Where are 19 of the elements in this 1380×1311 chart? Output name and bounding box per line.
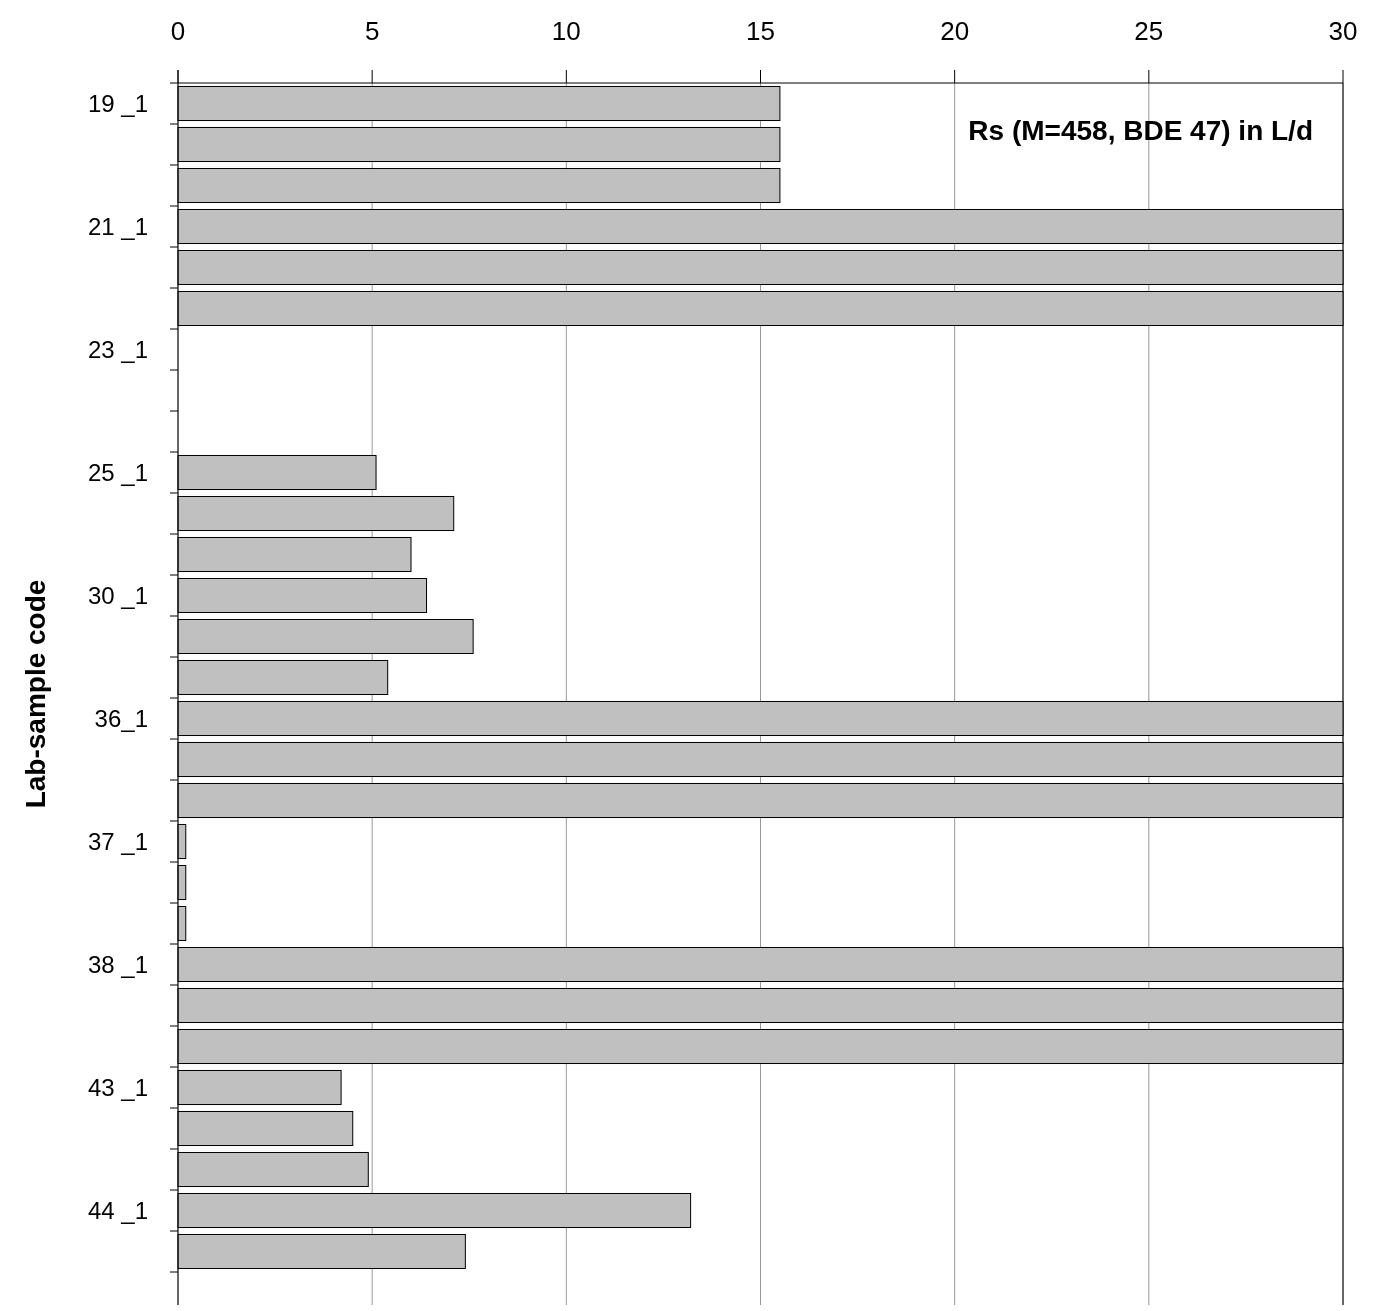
y-tick-label: 38 _1 — [87, 950, 148, 978]
y-tick-label: 37 _1 — [87, 827, 148, 855]
y-tick-label: 19 _1 — [87, 89, 148, 117]
y-tick-label: 21 _1 — [87, 212, 148, 240]
y-tick-label: 30 _1 — [87, 581, 148, 609]
text: Rs (M=458, BDE 47) in L/d — [968, 115, 1313, 146]
x-tick-label: 25 — [1134, 16, 1164, 46]
y-tick-label: 23 _1 — [87, 335, 148, 363]
x-tick-label: 5 — [364, 16, 380, 46]
x-tick-label: 20 — [940, 16, 970, 46]
y-tick-label: 43 _1 — [87, 1073, 148, 1101]
y-tick-label: 44 _1 — [87, 1196, 148, 1224]
x-tick-label: 15 — [746, 16, 775, 46]
y-axis-title: Lab-sample code — [20, 579, 51, 809]
x-tick-label: 30 — [1328, 16, 1358, 46]
y-tick-label: 25 _1 — [87, 458, 148, 486]
x-tick-label: 10 — [551, 16, 581, 46]
x-tick-label: 0 — [170, 16, 186, 46]
y-tick-label: 36_1 — [94, 704, 148, 732]
